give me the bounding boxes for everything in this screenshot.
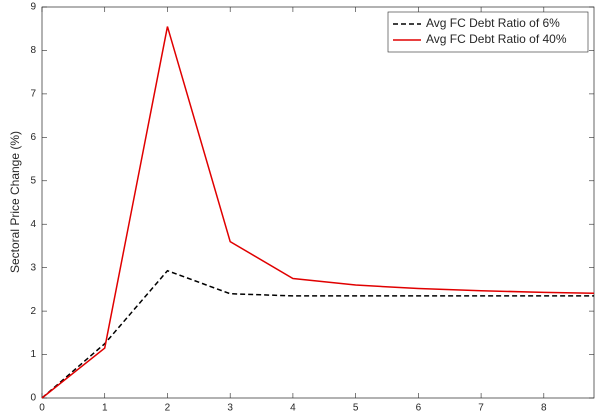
y-tick-label: 7 xyxy=(30,89,36,100)
legend-label: Avg FC Debt Ratio of 40% xyxy=(426,32,567,46)
x-tick-label: 5 xyxy=(353,403,359,414)
y-tick-label: 2 xyxy=(30,306,36,317)
x-tick-label: 1 xyxy=(102,403,108,414)
x-tick-label: 4 xyxy=(290,403,296,414)
legend-label: Avg FC Debt Ratio of 6% xyxy=(426,16,560,30)
y-tick-label: 9 xyxy=(30,2,36,13)
y-tick-label: 8 xyxy=(30,45,36,56)
x-tick-label: 3 xyxy=(227,403,233,414)
line-series xyxy=(41,26,595,399)
line-series xyxy=(41,269,594,399)
x-tick-label: 2 xyxy=(165,403,171,414)
x-tick-label: 8 xyxy=(541,403,547,414)
y-tick-label: 6 xyxy=(30,132,36,143)
y-tick-label: 1 xyxy=(30,349,36,360)
y-axis-label: Sectoral Price Change (%) xyxy=(8,131,22,273)
x-tick-label: 6 xyxy=(416,403,422,414)
y-tick-label: 0 xyxy=(30,393,36,404)
y-tick-label: 3 xyxy=(30,262,36,273)
legend-box xyxy=(387,11,589,53)
plot-area xyxy=(41,6,595,399)
x-tick-label: 0 xyxy=(39,403,45,414)
y-tick-label: 4 xyxy=(30,219,36,230)
x-tick-label: 7 xyxy=(478,403,484,414)
y-tick-label: 5 xyxy=(30,175,36,186)
